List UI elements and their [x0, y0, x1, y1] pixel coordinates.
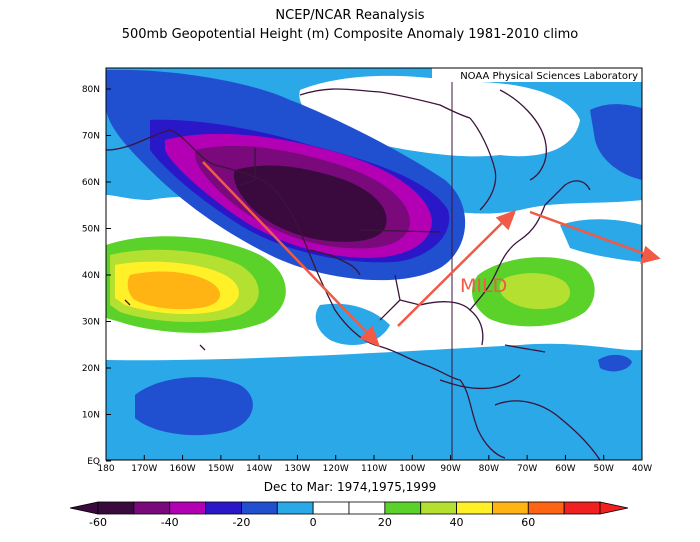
lat-label-30n: 30N [82, 318, 100, 328]
colorbar-swatch [492, 501, 529, 515]
colorbar-swatch [312, 501, 350, 515]
colorbar-swatch [527, 501, 565, 515]
colorbar-swatch [241, 501, 278, 515]
arrow-mild [397, 219, 506, 327]
lon-label-130w: 130W [284, 464, 310, 474]
colorbar-swatch [97, 501, 135, 515]
colorbar-swatch [384, 501, 422, 515]
colorbar [69, 501, 629, 515]
lon-label-40w: 40W [632, 464, 652, 474]
lon-label-160w: 160W [170, 464, 196, 474]
colorbar-label: 20 [378, 516, 392, 529]
colorbar-swatch [563, 501, 601, 515]
colorbar-swatch [133, 501, 171, 515]
colorbar-label: -20 [232, 516, 250, 529]
period-label: Dec to Mar: 1974,1975,1999 [263, 480, 437, 494]
lat-label-40n: 40N [82, 271, 100, 281]
coastlines [106, 88, 601, 460]
colorbar-swatch [169, 501, 206, 515]
lon-label-90w: 90W [440, 464, 460, 474]
lon-label-180: 180 [97, 464, 114, 474]
colorbar-min-triangle [69, 501, 99, 515]
arrows [202, 161, 661, 348]
lon-label-170w: 170W [131, 464, 157, 474]
lon-label-50w: 50W [594, 464, 614, 474]
lon-label-150w: 150W [208, 464, 234, 474]
arrow-trough-head [359, 325, 381, 348]
arrow-east [529, 210, 649, 257]
colorbar-swatch [276, 501, 314, 515]
colorbar-swatch [348, 501, 386, 515]
lon-label-140w: 140W [246, 464, 272, 474]
credit-text: NOAA Physical Sciences Laboratory [460, 71, 638, 82]
colorbar-swatch [456, 501, 493, 515]
colorbar-label: -40 [161, 516, 179, 529]
lon-label-80w: 80W [479, 464, 499, 474]
arrow-trough [202, 161, 373, 339]
arrow-mild-head [495, 209, 517, 231]
lat-label-70n: 70N [82, 132, 100, 142]
lon-label-120w: 120W [323, 464, 349, 474]
lon-label-60w: 60W [555, 464, 575, 474]
colorbar-label: 0 [310, 516, 317, 529]
mild-label: MILD [460, 275, 507, 297]
chart-subtitle: 500mb Geopotential Height (m) Composite … [121, 27, 579, 42]
lon-label-70w: 70W [517, 464, 537, 474]
lon-label-100w: 100W [399, 464, 425, 474]
anomaly-field [106, 68, 642, 460]
lat-label-80n: 80N [82, 85, 100, 95]
latitude-labels: 80N 70N 60N 50N 40N 30N 20N 10N EQ [82, 85, 111, 467]
colorbar-swatch [420, 501, 457, 515]
colorbar-swatch [205, 501, 242, 515]
colorbar-labels: -60 -40 -20 0 20 40 60 [89, 516, 535, 529]
colorbar-max-triangle [599, 501, 629, 515]
lat-label-10n: 10N [82, 411, 100, 421]
lat-label-20n: 20N [82, 364, 100, 374]
lat-label-50n: 50N [82, 225, 100, 235]
colorbar-label: -60 [89, 516, 107, 529]
arrow-east-head [640, 245, 661, 264]
lat-label-eq: EQ [87, 457, 100, 467]
colorbar-label: 40 [450, 516, 464, 529]
chart-title: NCEP/NCAR Reanalysis [275, 8, 425, 23]
credit-box [432, 68, 642, 82]
lon-label-110w: 110W [361, 464, 387, 474]
lat-label-60n: 60N [82, 178, 100, 188]
longitude-labels: 180 170W 160W 150W 140W 130W 120W 110W 100W 90W 80… [97, 455, 652, 474]
colorbar-label: 60 [521, 516, 535, 529]
